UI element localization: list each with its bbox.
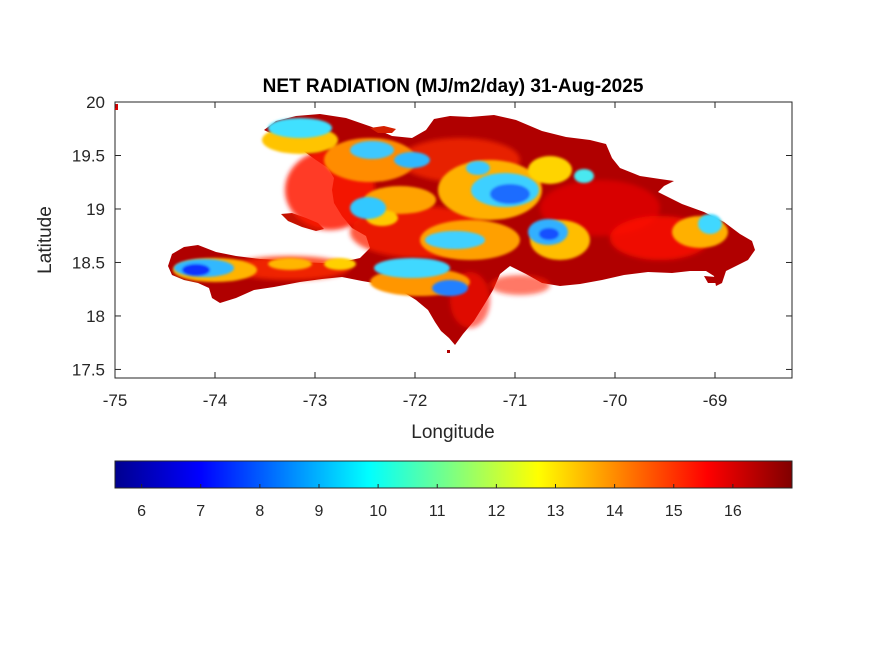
colorbar-ticks: 6 7 8 9 10 11 12 13 14 15 16 xyxy=(137,484,742,520)
colorbar-tick-label: 16 xyxy=(724,503,742,520)
low-zone xyxy=(466,161,490,175)
colorbar-tick-label: 14 xyxy=(606,503,624,520)
x-tick-label: -73 xyxy=(303,391,328,410)
x-tick-label: -72 xyxy=(403,391,428,410)
heatmap-land xyxy=(115,104,755,353)
y-tick-label: 20 xyxy=(86,93,105,112)
zone xyxy=(324,258,356,270)
y-axis: 17.5 18 18.5 19 19.5 20 xyxy=(72,93,792,379)
islet xyxy=(115,104,118,110)
low-zone xyxy=(490,184,530,204)
colorbar-tick-label: 10 xyxy=(369,503,387,520)
low-zone xyxy=(374,258,450,278)
colorbar-tick-label: 13 xyxy=(547,503,565,520)
x-tick-label: -71 xyxy=(503,391,528,410)
low-zone xyxy=(425,231,485,249)
low-zone xyxy=(350,141,394,159)
x-tick-label: -69 xyxy=(703,391,728,410)
zone xyxy=(490,275,550,295)
colorbar-tick-label: 12 xyxy=(487,503,505,520)
y-tick-label: 19 xyxy=(86,200,105,219)
colorbar-tick-label: 15 xyxy=(665,503,683,520)
zone xyxy=(268,258,312,270)
low-zone xyxy=(268,118,332,138)
low-zone xyxy=(182,264,210,276)
x-tick-label: -75 xyxy=(103,391,128,410)
low-zone xyxy=(574,169,594,183)
zone xyxy=(528,156,572,184)
y-tick-label: 17.5 xyxy=(72,360,105,379)
y-tick-label: 18.5 xyxy=(72,253,105,272)
saona-island xyxy=(704,276,718,283)
tortuga-island xyxy=(370,126,396,133)
x-axis-label: Longitude xyxy=(411,422,494,443)
colorbar-tick-label: 7 xyxy=(196,503,205,520)
y-axis-label: Latitude xyxy=(35,206,56,274)
colorbar xyxy=(114,460,793,489)
x-tick-label: -74 xyxy=(203,391,228,410)
low-zone xyxy=(698,214,722,234)
colorbar-tick-label: 9 xyxy=(315,503,324,520)
low-zone xyxy=(350,197,386,219)
y-tick-label: 18 xyxy=(86,307,105,326)
low-zone xyxy=(539,228,559,240)
colorbar-tick-label: 6 xyxy=(137,503,146,520)
y-tick-label: 19.5 xyxy=(72,146,105,165)
colorbar-tick-label: 8 xyxy=(255,503,264,520)
islet xyxy=(447,350,450,353)
x-tick-label: -70 xyxy=(603,391,628,410)
chart-title: NET RADIATION (MJ/m2/day) 31-Aug-2025 xyxy=(263,76,644,97)
x-axis: -75 -74 -73 -72 -71 -70 -69 xyxy=(103,102,728,410)
colorbar-tick-label: 11 xyxy=(429,503,446,520)
low-zone xyxy=(394,152,430,168)
low-zone xyxy=(432,280,468,296)
